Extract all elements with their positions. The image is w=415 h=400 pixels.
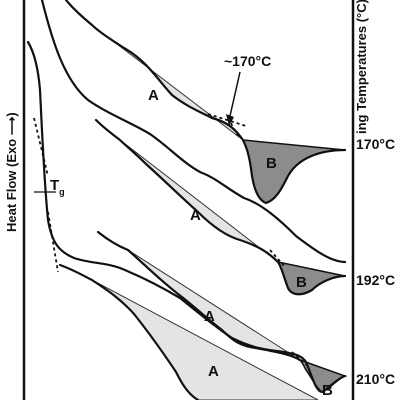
curve-5 (94, 118, 347, 296)
tangent-1 (207, 113, 247, 127)
tangent-5 (269, 249, 287, 269)
region-a-4-label: A (208, 363, 219, 380)
region-b-1-label: B (266, 155, 277, 172)
tangent-3 (47, 211, 59, 273)
tg-label: Tg (50, 177, 65, 197)
series-label-210: 210°C (356, 371, 395, 387)
y-axis-title: Heat Flow (Exo ⟶) (4, 112, 19, 232)
region-a-4 (91, 279, 319, 400)
tangent-6 (291, 351, 311, 369)
curve-2 (64, 0, 347, 205)
region-a-3-label: A (204, 308, 215, 325)
region-b-3-label: B (322, 382, 333, 399)
curve-3 (26, 40, 347, 394)
curve-1 (40, 0, 347, 264)
tangent-2 (33, 117, 49, 177)
region-b-1 (241, 139, 346, 204)
onset-annotation: ~170°C (224, 53, 271, 69)
curve-6 (96, 230, 302, 362)
series-label-192: 192°C (356, 272, 395, 288)
region-a-2-label: A (190, 207, 201, 224)
series-label-170: 170°C (356, 136, 395, 152)
region-b-2-label: B (296, 274, 307, 291)
onset-arrow-head (226, 114, 234, 126)
region-a-1-label: A (148, 87, 159, 104)
region-a-3 (127, 249, 301, 361)
onset-arrow-line (229, 71, 241, 117)
right-axis-title: ing Temperatures (°C) (354, 0, 369, 134)
curve-4 (58, 263, 200, 400)
